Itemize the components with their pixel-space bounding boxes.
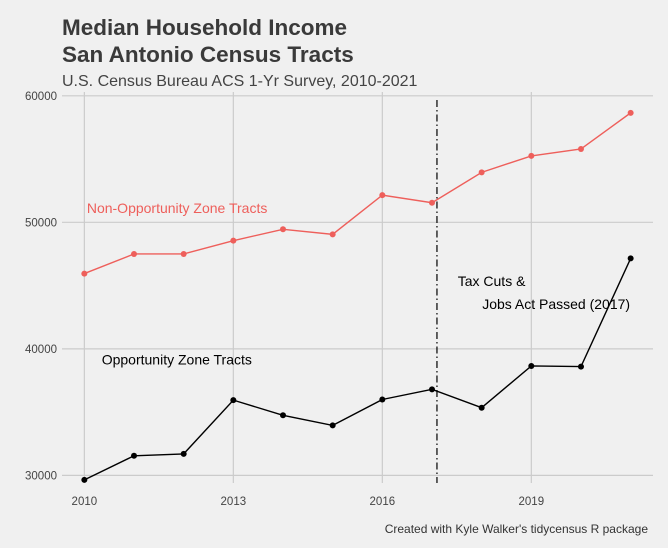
x-tick-label: 2019	[519, 496, 545, 508]
data-point	[230, 397, 237, 404]
data-point	[230, 237, 237, 244]
data-point	[577, 145, 584, 152]
data-point	[81, 476, 88, 483]
data-point	[329, 231, 336, 238]
data-point	[428, 199, 435, 206]
data-point	[180, 250, 187, 257]
data-point	[329, 422, 336, 429]
y-tick-label: 40000	[25, 344, 57, 356]
x-tick-label: 2010	[72, 496, 98, 508]
data-point	[478, 404, 485, 411]
data-point	[428, 386, 435, 393]
title-line-2: San Antonio Census Tracts	[62, 42, 354, 67]
data-point	[528, 362, 535, 369]
annotation-text: Jobs Act Passed (2017)	[482, 296, 630, 312]
data-point	[180, 450, 187, 457]
y-tick-label: 60000	[25, 91, 57, 103]
chart-title: Median Household Income San Antonio Cens…	[62, 14, 354, 68]
annotation-text: Tax Cuts &	[458, 273, 526, 289]
data-point	[528, 152, 535, 159]
data-point	[478, 169, 485, 176]
y-tick-label: 30000	[25, 470, 57, 482]
chart-subtitle: U.S. Census Bureau ACS 1-Yr Survey, 2010…	[62, 73, 418, 90]
series-label: Non-Opportunity Zone Tracts	[87, 200, 268, 216]
data-point	[81, 270, 88, 277]
data-point	[627, 255, 634, 262]
chart-caption: Created with Kyle Walker's tidycensus R …	[384, 522, 648, 536]
x-tick-label: 2016	[370, 496, 396, 508]
x-tick-label: 2013	[221, 496, 247, 508]
data-point	[131, 250, 138, 257]
y-tick-label: 50000	[25, 217, 57, 229]
data-point	[280, 412, 287, 419]
series-line	[84, 258, 632, 481]
data-point	[131, 452, 138, 459]
series-label: Opportunity Zone Tracts	[102, 352, 252, 368]
data-point	[379, 396, 386, 403]
data-point	[280, 226, 287, 233]
title-line-1: Median Household Income	[62, 15, 348, 40]
data-point	[577, 363, 584, 370]
data-point	[627, 109, 634, 116]
series-line	[84, 112, 632, 275]
data-point	[379, 192, 386, 199]
